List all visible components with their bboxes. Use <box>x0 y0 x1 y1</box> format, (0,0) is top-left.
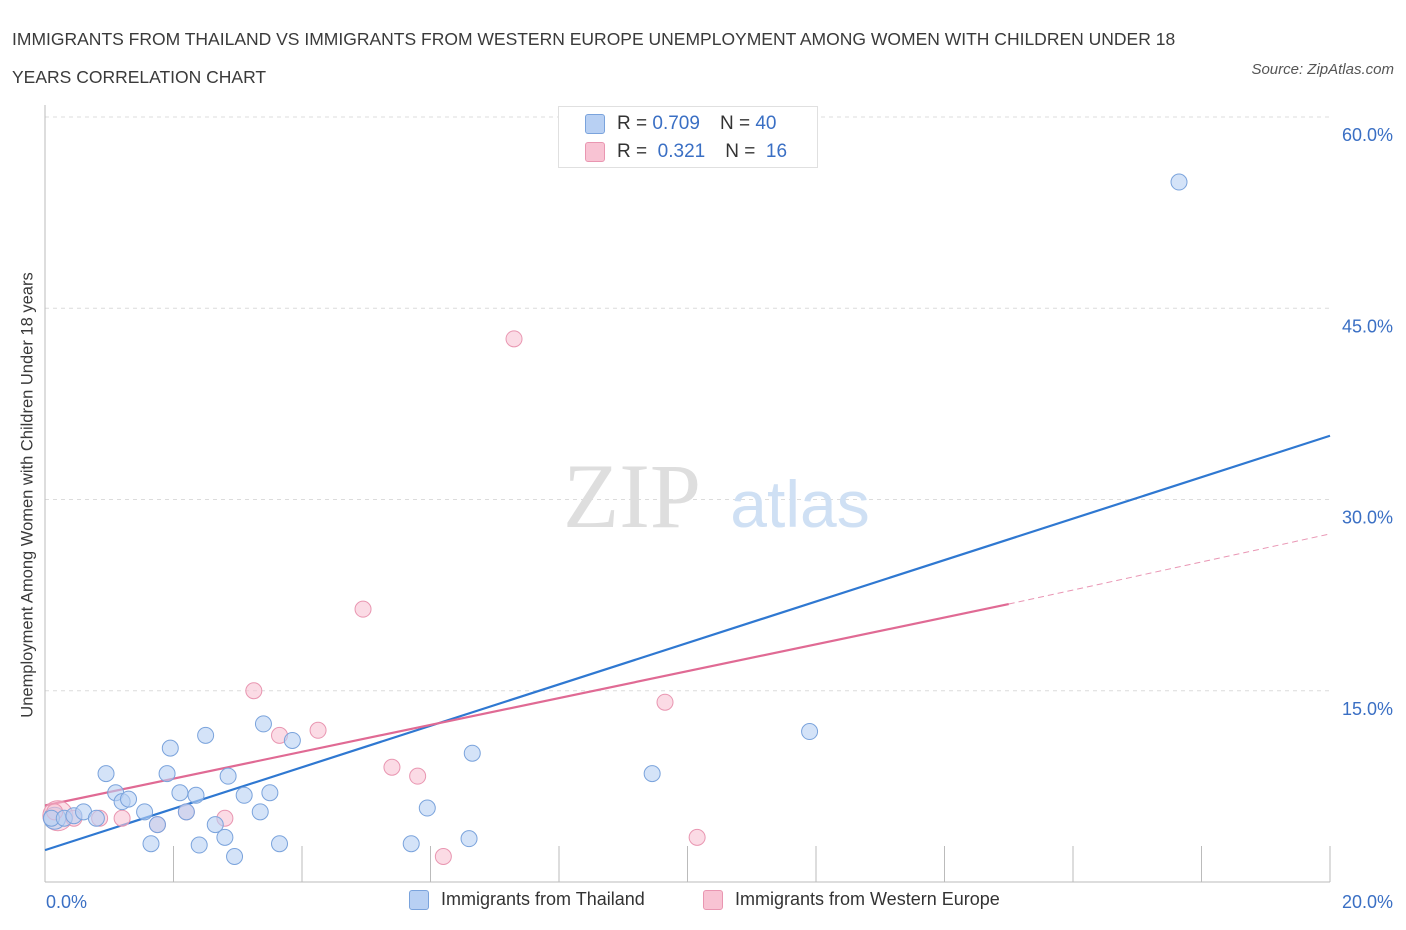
n-value: 16 <box>765 141 788 162</box>
data-point-thailand <box>97 765 115 783</box>
trend-line-western-europe <box>44 602 1009 807</box>
data-point-western-europe <box>113 809 131 827</box>
n-label: N = <box>725 141 756 162</box>
n-label: N = <box>719 113 751 134</box>
data-point-western-europe <box>354 600 372 618</box>
watermark-zip: ZIP <box>563 445 701 547</box>
trend-line-thailand <box>44 434 1331 852</box>
data-point-thailand <box>283 731 301 749</box>
data-point-thailand <box>801 723 819 741</box>
data-point-thailand <box>271 835 289 853</box>
data-point-thailand <box>136 803 154 821</box>
r-value: 0.709 <box>652 113 700 134</box>
data-point-thailand <box>187 786 205 804</box>
data-point-western-europe <box>505 330 523 348</box>
data-point-thailand <box>142 835 160 853</box>
data-point-thailand <box>261 784 279 802</box>
data-point-thailand <box>158 765 176 783</box>
n-value: 40 <box>755 113 777 134</box>
data-point-thailand <box>418 799 436 817</box>
watermark: ZIP atlas <box>563 445 870 547</box>
legend-swatch-blue <box>409 889 429 910</box>
axes <box>44 105 1331 883</box>
chart-title: IMMIGRANTS FROM THAILAND VS IMMIGRANTS F… <box>12 29 1176 87</box>
data-point-thailand <box>120 790 138 808</box>
legend-label: Immigrants from Western Europe <box>735 889 1000 909</box>
data-point-thailand <box>87 809 105 827</box>
trend-line-western-europe-extension <box>1008 533 1331 605</box>
legend-item-thailand[interactable]: Immigrants from Thailand <box>409 889 645 910</box>
data-point-thailand <box>254 715 272 733</box>
data-point-thailand <box>197 726 215 744</box>
data-point-thailand <box>171 784 189 802</box>
data-point-thailand <box>219 767 237 785</box>
data-point-thailand <box>463 744 481 762</box>
data-point-thailand <box>402 835 420 853</box>
data-point-thailand <box>1170 173 1188 191</box>
data-point-western-europe <box>688 828 706 846</box>
data-point-western-europe <box>434 848 452 865</box>
legend-label: Immigrants from Thailand <box>441 889 645 909</box>
watermark-atlas: atlas <box>730 467 869 541</box>
y-tick-label: 45.0% <box>1342 316 1393 336</box>
source-note: Source: ZipAtlas.com <box>1251 61 1394 78</box>
data-point-thailand <box>226 848 244 865</box>
legend-swatch-blue <box>585 114 605 134</box>
data-point-thailand <box>251 803 269 821</box>
y-tick-label: 60.0% <box>1342 125 1393 145</box>
legend-row-thailand: R = 0.709 N = 40 <box>585 113 776 135</box>
data-point-thailand <box>206 816 224 834</box>
x-tick-label: 0.0% <box>46 892 87 912</box>
data-point-thailand <box>460 830 478 848</box>
r-value: 0.321 <box>657 141 706 162</box>
legend-swatch-pink <box>703 889 723 910</box>
data-point-western-europe <box>245 682 263 700</box>
data-point-thailand <box>190 836 208 854</box>
tick-labels: 15.0% 30.0% 45.0% 60.0% 0.0% 20.0% <box>46 125 1393 912</box>
r-label: R = <box>617 141 648 162</box>
data-point-thailand <box>643 765 661 783</box>
legend-row-western-europe: R = 0.321 N = 16 <box>585 141 787 163</box>
r-label: R = <box>617 113 648 134</box>
legend-swatch-pink <box>585 142 605 162</box>
data-point-western-europe <box>383 758 401 776</box>
data-point-thailand <box>216 828 234 846</box>
data-point-western-europe <box>409 767 427 785</box>
trend-lines <box>44 434 1331 852</box>
legend-item-western-europe[interactable]: Immigrants from Western Europe <box>703 889 1000 910</box>
gridlines <box>45 116 1330 692</box>
y-tick-label: 30.0% <box>1342 508 1393 528</box>
x-tick-label: 20.0% <box>1342 892 1393 912</box>
data-points <box>42 173 1188 865</box>
correlation-legend: R = 0.709 N = 40 R = 0.321 N = 16 <box>558 106 818 168</box>
data-point-thailand <box>148 816 166 834</box>
data-point-western-europe <box>309 721 327 739</box>
data-point-thailand <box>235 786 253 804</box>
data-point-thailand <box>177 803 195 821</box>
data-point-western-europe <box>656 693 674 711</box>
y-tick-label: 15.0% <box>1342 699 1393 719</box>
data-point-thailand <box>161 739 179 757</box>
